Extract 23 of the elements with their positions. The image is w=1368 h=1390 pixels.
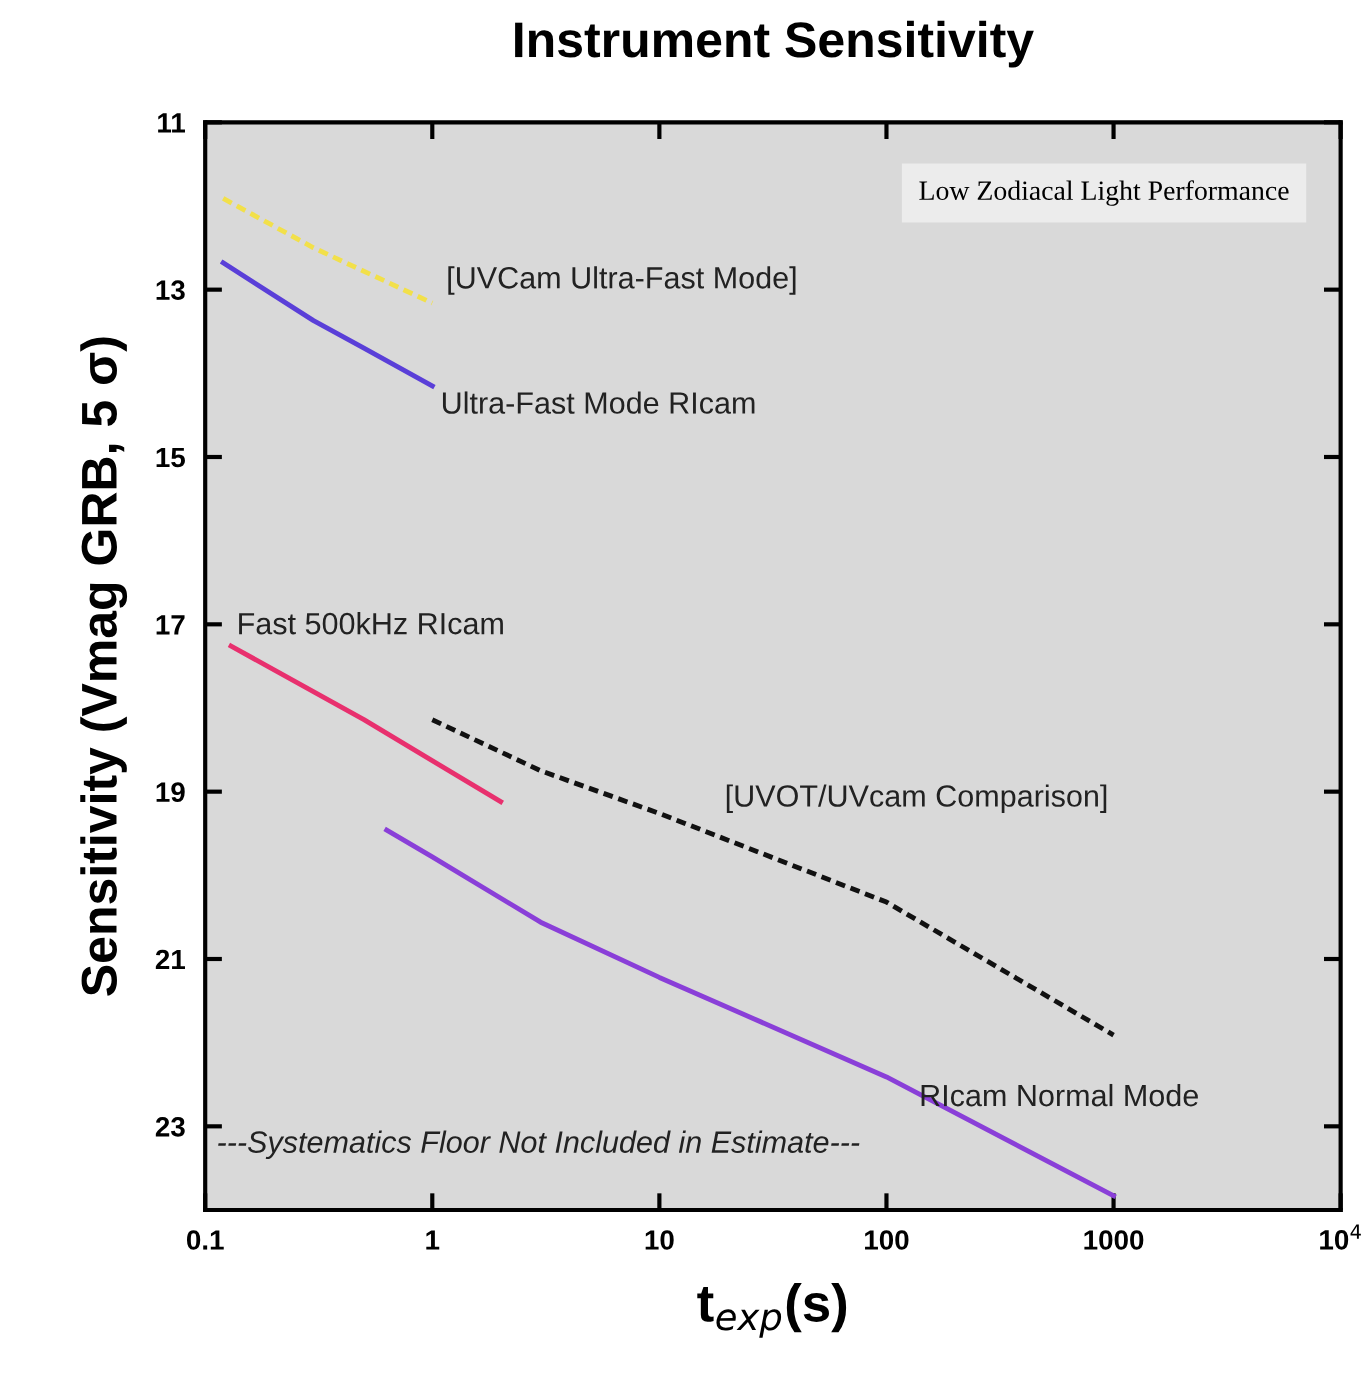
y-tick-label: 13 [156, 280, 185, 301]
x-tick-label: 10 [645, 1230, 674, 1250]
y-axis-title: Sensitivity (Vmag GRB, 5 σ) [80, 337, 128, 996]
series-label: Ultra-Fast Mode RIcam [442, 391, 755, 414]
x-tick-label: 0.1 [186, 1230, 224, 1250]
chart-title: Instrument Sensitivity [515, 20, 1034, 68]
x-tick-label: 1000 [1084, 1230, 1144, 1250]
y-tick-label: 21 [155, 949, 185, 970]
series-label: Fast 500kHz RIcam [239, 612, 503, 635]
y-tick-label: 23 [155, 1117, 185, 1137]
series-label: RIcam Normal Mode [921, 1083, 1198, 1107]
x-axis-title: t$_{exp}$(s) [697, 1283, 847, 1338]
x-tick-label: 100 [865, 1230, 909, 1250]
series-label: [UVCam Ultra-Fast Mode] [448, 266, 796, 295]
y-tick-label: 11 [158, 113, 185, 133]
annotation: Low Zodiacal Light Performance [919, 180, 1289, 206]
series-label: [UVOT/UVcam Comparison] [726, 784, 1107, 813]
x-tick-label: 1 [426, 1230, 440, 1250]
x-tick-label: 10$^{4}$ [1320, 1224, 1361, 1250]
annotation: ---Systematics Floor Not Included in Estimate--- [218, 1130, 860, 1159]
y-tick-label: 19 [156, 782, 185, 802]
y-tick-label: 17 [156, 615, 185, 635]
y-tick-label: 15 [156, 447, 185, 468]
